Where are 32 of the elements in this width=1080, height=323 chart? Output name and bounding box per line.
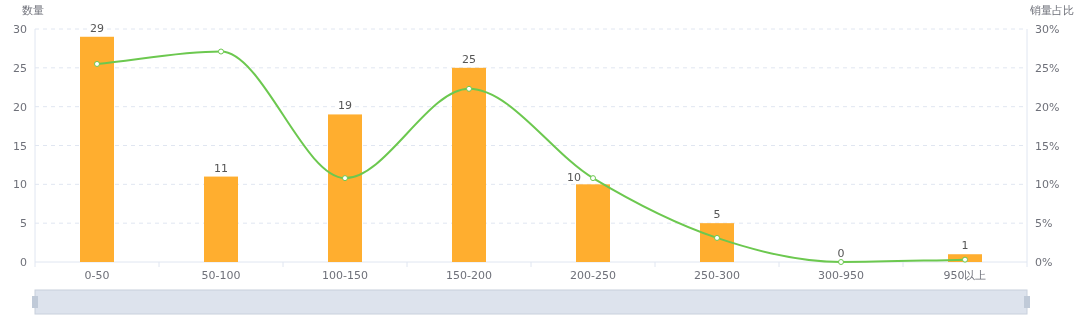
y2-tick-label: 20% (1035, 100, 1060, 114)
x-tick-label: 250-300 (694, 269, 740, 282)
y2-axis-title: 销量占比 (1029, 4, 1074, 17)
y2-tick-label: 0% (1035, 256, 1053, 269)
x-tick-label: 150-200 (446, 269, 492, 282)
y-axis-title: 数量 (22, 4, 44, 17)
y2-tick-label: 5% (1035, 217, 1053, 231)
y-tick-label: 10 (13, 178, 27, 192)
y2-tick-label: 25% (1035, 61, 1060, 75)
data-label: 10 (567, 171, 581, 185)
data-label: 25 (462, 52, 476, 66)
y-tick-label: 15 (13, 139, 27, 153)
data-label: 0 (837, 247, 845, 260)
data-label: 19 (338, 99, 352, 113)
y-tick-label: 5 (20, 217, 27, 231)
x-tick-label: 0-50 (84, 269, 110, 282)
x-tick-label: 100-150 (322, 269, 368, 282)
y2-tick-label: 10% (1035, 178, 1060, 192)
y-tick-label: 0 (20, 256, 27, 269)
x-tick-label: 50-100 (201, 269, 241, 282)
y-tick-label: 20 (13, 100, 27, 114)
y2-tick-label: 30% (1035, 23, 1060, 36)
data-label: 5 (713, 208, 721, 222)
data-label: 1 (961, 239, 969, 253)
y2-tick-label: 15% (1035, 139, 1060, 153)
data-label: 29 (90, 21, 104, 35)
x-tick-label: 950以上 (943, 269, 987, 282)
y-tick-label: 25 (13, 61, 27, 75)
data-label: 11 (214, 161, 228, 175)
y-tick-label: 30 (13, 23, 27, 36)
x-tick-label: 200-250 (570, 269, 616, 282)
x-tick-label: 300-950 (818, 269, 864, 282)
